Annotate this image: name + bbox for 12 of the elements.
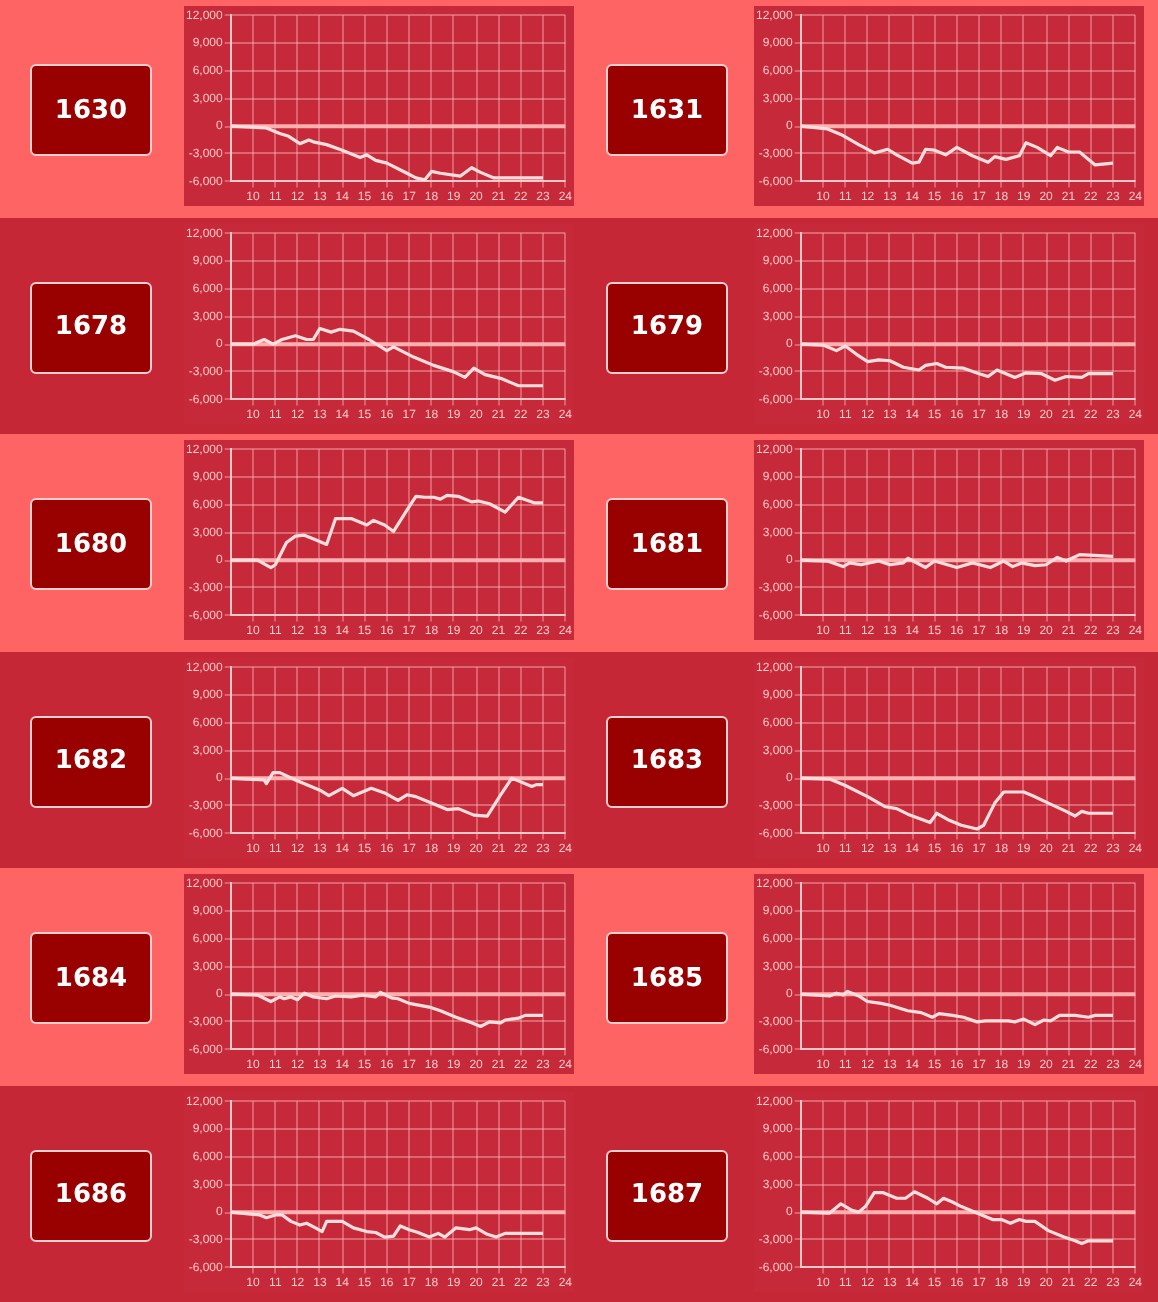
text: 1682 [30, 715, 152, 807]
text: 1630 [30, 64, 152, 156]
text: 1687 [606, 1149, 728, 1241]
text: 1685 [606, 932, 728, 1024]
text: 1683 [606, 715, 728, 807]
text: 1684 [30, 932, 152, 1024]
text: 1679 [606, 281, 728, 373]
text: 1678 [30, 281, 152, 373]
text: 1686 [30, 1149, 152, 1241]
text: 1680 [30, 498, 152, 590]
text: 1681 [606, 498, 728, 590]
text: 1631 [606, 64, 728, 156]
